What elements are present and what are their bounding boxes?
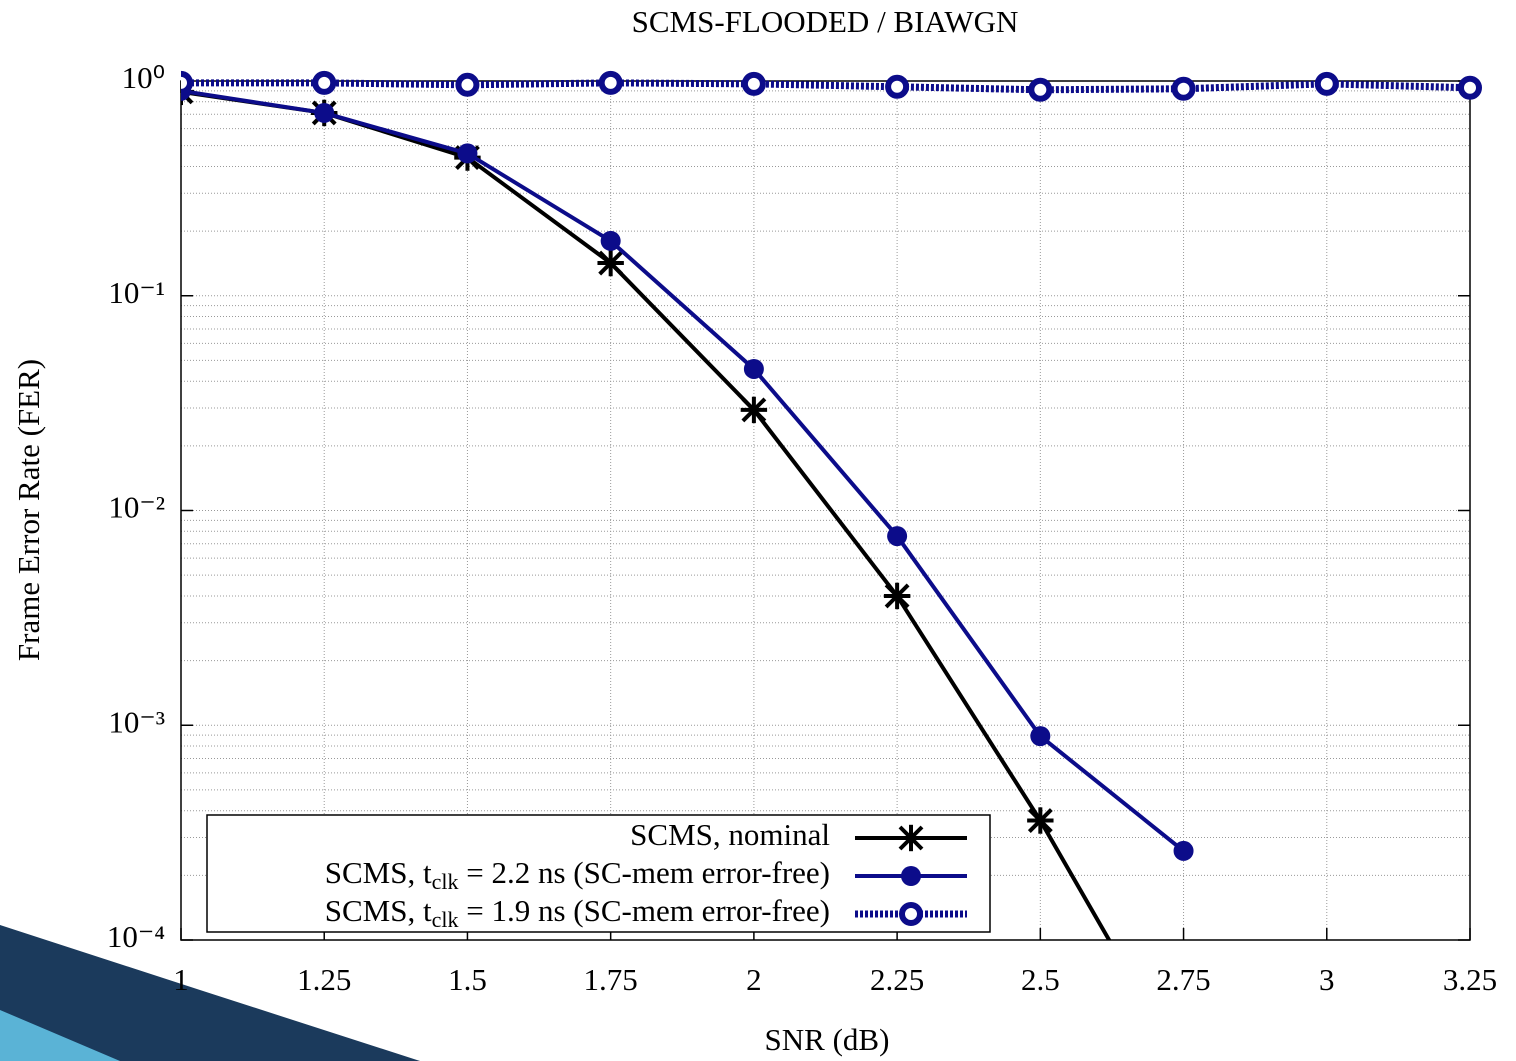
marker: [600, 230, 621, 251]
y-tick-label: 10⁻⁴: [107, 919, 165, 954]
x-tick-label: 1.75: [584, 962, 638, 997]
marker: [1171, 76, 1196, 101]
marker: [901, 866, 921, 886]
marker: [1314, 71, 1339, 96]
plot-area: [181, 70, 1482, 940]
marker: [455, 72, 480, 97]
decoration: [0, 925, 420, 1061]
legend-box: [206, 814, 991, 933]
marker: [598, 70, 623, 95]
marker: [887, 526, 908, 547]
marker: [1028, 77, 1053, 102]
marker: [1027, 807, 1054, 834]
x-tick-label: 2.5: [1021, 962, 1060, 997]
marker: [457, 143, 478, 164]
series-line: [181, 88, 1185, 853]
y-tick-label: 10⁻¹: [108, 275, 165, 310]
legend-label: SCMS, nominal: [630, 817, 830, 852]
series-line: [181, 79, 1471, 94]
marker: [899, 902, 923, 926]
marker: [597, 249, 624, 277]
marker-stroke: [181, 89, 194, 105]
marker: [1458, 75, 1482, 100]
marker: [1030, 726, 1051, 747]
x-tick-label: 1: [173, 962, 189, 997]
x-axis-label: SNR (dB): [765, 1022, 890, 1057]
marker: [885, 74, 910, 99]
plot-frame: [180, 80, 1471, 941]
x-tick-label: 2.75: [1156, 962, 1210, 997]
marker: [1173, 840, 1194, 861]
marker: [181, 70, 193, 95]
marker: [312, 70, 337, 95]
x-tick-label: 2: [746, 962, 762, 997]
marker: [883, 582, 911, 610]
legend-label: SCMS, tclk = 1.9 ns (SC-mem error-free): [325, 893, 830, 932]
x-tick-label: 2.25: [870, 962, 924, 997]
marker: [897, 824, 925, 852]
marker: [743, 358, 764, 379]
x-tick-label: 1.5: [448, 962, 487, 997]
marker: [740, 396, 768, 424]
chart-title: SCMS-FLOODED / BIAWGN: [632, 4, 1019, 39]
marker: [314, 102, 335, 123]
x-tick-label: 3: [1319, 962, 1335, 997]
legend-label: SCMS, tclk = 2.2 ns (SC-mem error-free): [325, 855, 830, 894]
x-tick-label: 3.25: [1443, 962, 1497, 997]
y-tick-label: 10⁻²: [108, 490, 165, 525]
x-tick-label: 1.25: [297, 962, 351, 997]
y-tick-label: 10⁻³: [108, 704, 165, 739]
y-axis-label: Frame Error Rate (FER): [11, 359, 46, 661]
y-tick-label: 10⁰: [122, 60, 165, 95]
marker: [741, 71, 766, 96]
